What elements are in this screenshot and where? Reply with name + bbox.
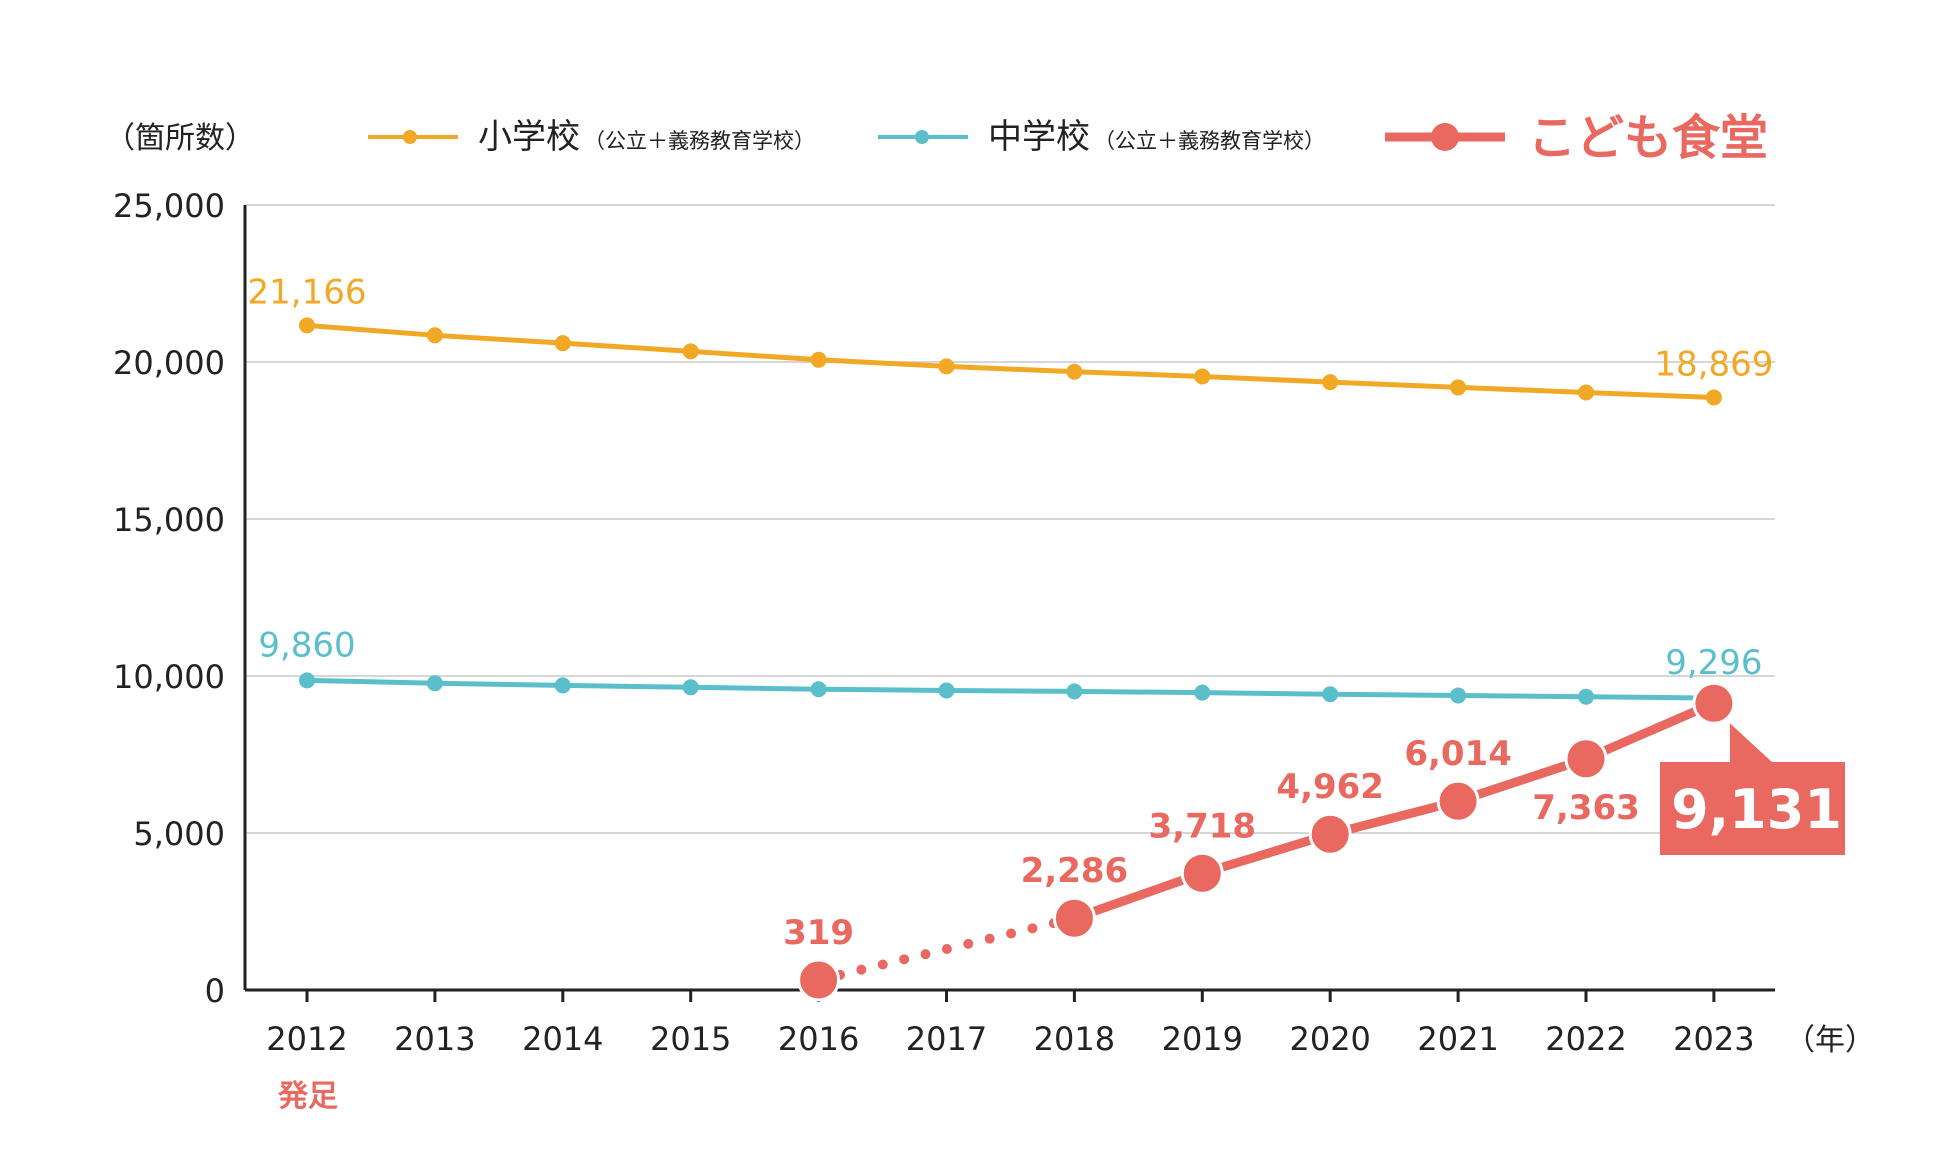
data-point — [1322, 686, 1339, 703]
data-point — [426, 675, 443, 692]
data-point — [554, 335, 571, 352]
data-point — [1436, 779, 1480, 823]
series-kodomo-shokudo: 319 2,286 3,718 4,962 6,014 7,363 9,131 — [783, 681, 1845, 1002]
launch-annotation: 発足 — [277, 1079, 338, 1114]
series-line — [306, 677, 1714, 701]
data-point — [1578, 384, 1594, 401]
y-axis-unit-label: （箇所数） — [105, 121, 255, 156]
legend-marker-junior-high — [915, 130, 929, 144]
data-label: 2,286 — [1021, 851, 1129, 891]
series-line — [306, 322, 1714, 401]
y-tick-label: 0 — [205, 972, 225, 1010]
x-tick-label: 2015 — [650, 1020, 731, 1058]
legend-marker-elementary — [403, 130, 417, 144]
data-label: 21,166 — [248, 272, 367, 312]
data-point — [1308, 812, 1352, 856]
legend-marker-kodomo — [1431, 123, 1459, 151]
y-tick-label: 15,000 — [113, 501, 225, 539]
y-tick-label: 10,000 — [113, 658, 225, 696]
series-line — [1072, 699, 1716, 923]
data-point — [797, 958, 841, 1002]
data-label: 9,296 — [1665, 643, 1762, 683]
x-axis-ticks: 2012 2013 2014 2015 2016 2017 2018 2019 2020 2021… — [266, 990, 1755, 1058]
series-junior-high: 9,860 9,296 — [258, 625, 1763, 707]
x-tick-label: 2020 — [1289, 1020, 1370, 1058]
data-point — [938, 358, 955, 375]
x-tick-label: 2017 — [906, 1020, 987, 1058]
x-tick-label: 2018 — [1034, 1020, 1115, 1058]
gridlines — [245, 204, 1775, 834]
data-point — [1066, 683, 1083, 700]
x-tick-label: 2016 — [778, 1020, 859, 1058]
data-point — [1066, 363, 1083, 380]
data-label: 18,869 — [1654, 345, 1773, 385]
data-point — [1194, 684, 1211, 701]
data-point — [1450, 687, 1467, 704]
data-point — [1194, 368, 1211, 385]
x-tick-label: 2014 — [522, 1020, 603, 1058]
data-label: 319 — [783, 913, 854, 953]
y-tick-label: 20,000 — [113, 344, 225, 382]
legend-label-kodomo: こども食堂 — [1528, 110, 1768, 166]
legend-label-junior-high: 中学校 （公立＋義務教育学校） — [988, 117, 1325, 157]
legend-label-elementary: 小学校 （公立＋義務教育学校） — [478, 117, 815, 157]
x-tick-label: 2012 — [266, 1020, 347, 1058]
data-point — [1578, 688, 1594, 705]
data-point — [1564, 737, 1608, 781]
callout-value: 9,131 — [1671, 778, 1842, 841]
data-point — [299, 317, 315, 334]
data-label: 6,014 — [1404, 734, 1512, 774]
data-label: 9,860 — [258, 625, 355, 665]
data-point — [1322, 374, 1339, 391]
x-tick-label: 2021 — [1417, 1020, 1498, 1058]
data-point — [426, 327, 443, 344]
data-point — [554, 677, 571, 694]
data-point — [1450, 379, 1467, 396]
x-axis-unit-label: （年） — [1785, 1023, 1875, 1058]
y-axis-ticks: 0 5,000 10,000 15,000 20,000 25,000 — [113, 187, 225, 1010]
axes — [243, 205, 1775, 992]
x-tick-label: 2022 — [1545, 1020, 1626, 1058]
x-tick-label: 2019 — [1162, 1020, 1243, 1058]
data-point — [810, 351, 827, 368]
data-point — [682, 679, 699, 696]
y-tick-label: 25,000 — [113, 187, 225, 225]
data-point — [1180, 851, 1224, 895]
data-point — [1705, 389, 1722, 406]
data-label: 7,363 — [1532, 788, 1640, 828]
legend: 小学校 （公立＋義務教育学校） 中学校 （公立＋義務教育学校） こども食堂 — [368, 110, 1768, 166]
x-tick-label: 2023 — [1673, 1020, 1754, 1058]
x-tick-label: 2013 — [394, 1020, 475, 1058]
data-point — [1692, 681, 1736, 725]
y-tick-label: 5,000 — [133, 815, 225, 853]
data-point — [299, 672, 315, 689]
data-point — [682, 343, 699, 360]
data-point — [810, 681, 827, 698]
data-point — [1052, 896, 1096, 940]
series-elementary: 21,166 18,869 — [248, 272, 1773, 406]
series-dotted-line — [813, 913, 1080, 985]
data-point — [938, 682, 955, 699]
data-label: 3,718 — [1149, 806, 1257, 846]
callout-box — [1660, 723, 1845, 855]
data-label: 4,962 — [1276, 767, 1384, 807]
